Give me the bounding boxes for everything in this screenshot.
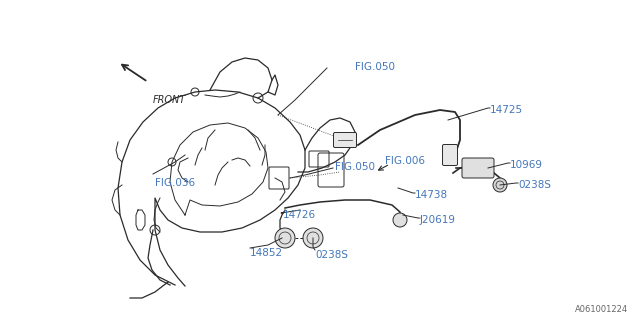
Text: J20619: J20619 <box>420 215 456 225</box>
FancyBboxPatch shape <box>333 132 356 148</box>
Text: A061001224: A061001224 <box>575 305 628 314</box>
Text: FIG.050: FIG.050 <box>335 162 375 172</box>
Text: 14725: 14725 <box>490 105 523 115</box>
Text: 14852: 14852 <box>250 248 283 258</box>
Text: FRONT: FRONT <box>153 95 186 105</box>
Text: 14738: 14738 <box>415 190 448 200</box>
FancyBboxPatch shape <box>442 145 458 165</box>
Text: FIG.036: FIG.036 <box>155 178 195 188</box>
Text: FIG.006: FIG.006 <box>385 156 425 166</box>
Text: 0238S: 0238S <box>315 250 348 260</box>
Text: FIG.050: FIG.050 <box>355 62 395 72</box>
Circle shape <box>303 228 323 248</box>
Circle shape <box>393 213 407 227</box>
FancyBboxPatch shape <box>462 158 494 178</box>
Circle shape <box>275 228 295 248</box>
Text: 10969: 10969 <box>510 160 543 170</box>
Circle shape <box>493 178 507 192</box>
Text: 0238S: 0238S <box>518 180 551 190</box>
Text: 14726: 14726 <box>283 210 316 220</box>
